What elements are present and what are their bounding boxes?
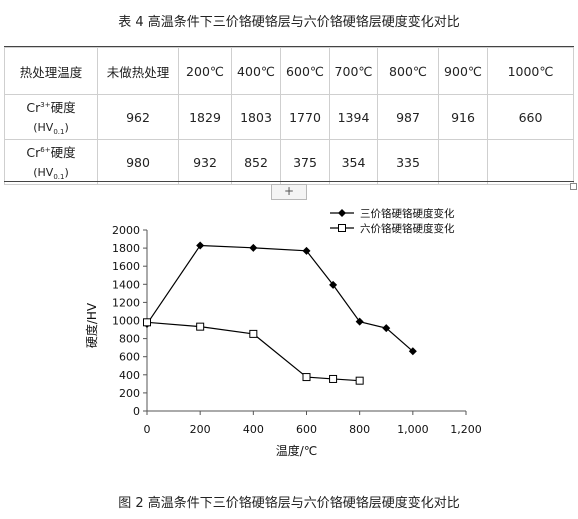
y-tick-label: 1400 (112, 278, 140, 291)
data-point-series-1 (302, 246, 311, 255)
data-point-series-2 (143, 318, 151, 327)
data-point-series-2 (249, 329, 258, 338)
table-resize-handle[interactable] (570, 183, 577, 190)
y-tick-label: 600 (119, 351, 140, 364)
legend-marker-2 (338, 224, 346, 232)
data-point-series-1 (249, 243, 258, 252)
table-cell (487, 139, 574, 185)
x-tick-label: 0 (144, 423, 151, 436)
row-label-cr3: Cr3+硬度 (HV0.1) (4, 94, 98, 140)
hardness-table: 热处理温度 未做热处理 200℃ 400℃ 600℃ 700℃ 800℃ 900… (4, 47, 574, 185)
legend-label-1: 三价铬硬铬硬度变化 (360, 207, 455, 220)
x-tick-label: 400 (243, 423, 264, 436)
table-cell: 1829 (178, 94, 232, 140)
data-point-series-1 (408, 347, 417, 356)
table-header-cell: 400℃ (231, 47, 281, 95)
figure-caption: 图 2 高温条件下三价铬硬铬层与六价铬硬铬层硬度变化对比 (118, 496, 460, 511)
y-axis-label: 硬度/HV (84, 302, 99, 348)
table-row-cr3: Cr3+硬度 (HV0.1) 962 1829 1803 1770 1394 9… (4, 94, 574, 140)
data-point-series-2 (302, 373, 311, 382)
legend-label-2: 六价铬硬铬硬度变化 (360, 222, 455, 235)
x-tick-label: 600 (296, 423, 317, 436)
table-cell: 660 (487, 94, 574, 140)
hardness-line-chart: 0 200 400 600 800 1000 1200 1400 1600 1800 2000 0 20… (84, 207, 482, 458)
table-cell: 375 (280, 139, 330, 185)
y-tick-label: 800 (119, 333, 140, 346)
table-cell: 852 (231, 139, 281, 185)
x-tick-label: 1,200 (450, 423, 482, 436)
table-header-cell: 200℃ (178, 47, 232, 95)
table-row-cr6: Cr6+硬度 (HV0.1) 980 932 852 375 354 335 (4, 139, 574, 185)
legend-marker-1 (338, 209, 346, 217)
table-cell: 354 (329, 139, 378, 185)
table-header-row: 热处理温度 未做热处理 200℃ 400℃ 600℃ 700℃ 800℃ 900… (4, 47, 574, 95)
table-cell: 1394 (329, 94, 378, 140)
table-header-cell: 未做热处理 (97, 47, 179, 95)
add-row-button[interactable]: + (271, 184, 307, 200)
x-tick-label: 1,000 (397, 423, 429, 436)
y-tick-label: 1200 (112, 296, 140, 309)
y-tick-label: 2000 (112, 224, 140, 237)
table-cell: 987 (377, 94, 439, 140)
x-axis-label: 温度/℃ (276, 443, 318, 458)
table-header-cell: 1000℃ (487, 47, 574, 95)
data-point-series-2 (355, 376, 364, 385)
y-tick-label: 200 (119, 387, 140, 400)
data-point-series-2 (329, 374, 338, 383)
table-cell: 1803 (231, 94, 281, 140)
data-point-series-2 (196, 322, 205, 331)
table-cell: 916 (438, 94, 488, 140)
table-bottom-border (4, 181, 574, 182)
table-top-border (4, 46, 574, 47)
series-line-2 (146, 321, 360, 382)
table-cell (438, 139, 488, 185)
data-point-series-1 (196, 241, 205, 250)
y-tick-label: 0 (133, 405, 140, 418)
data-point-series-1 (329, 280, 338, 289)
table-cell: 962 (97, 94, 179, 140)
row-label-cr6: Cr6+硬度 (HV0.1) (4, 139, 98, 185)
table-cell: 335 (377, 139, 439, 185)
table-header-cell: 700℃ (329, 47, 378, 95)
table-header-cell: 热处理温度 (4, 47, 98, 95)
y-tick-label: 1000 (112, 315, 140, 328)
x-tick-label: 800 (349, 423, 370, 436)
table-caption: 表 4 高温条件下三价铬硬铬层与六价铬硬铬层硬度变化对比 (118, 15, 460, 30)
table-header-cell: 600℃ (280, 47, 330, 95)
table-header-cell: 800℃ (377, 47, 439, 95)
series-line-1 (146, 244, 414, 352)
y-tick-label: 400 (119, 369, 140, 382)
data-point-series-1 (382, 324, 391, 333)
y-tick-label: 1800 (112, 242, 140, 255)
data-point-series-1 (355, 317, 364, 326)
table-cell: 932 (178, 139, 232, 185)
table-header-cell: 900℃ (438, 47, 488, 95)
y-tick-label: 1600 (112, 260, 140, 273)
x-tick-label: 200 (190, 423, 211, 436)
table-cell: 980 (97, 139, 179, 185)
table-cell: 1770 (280, 94, 330, 140)
